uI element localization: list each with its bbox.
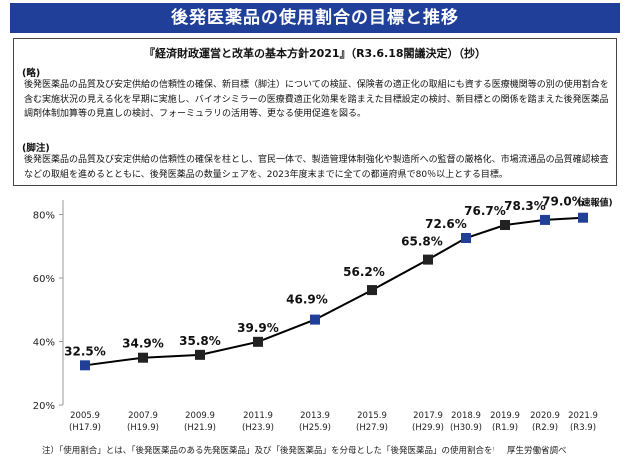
excerpt-omission-tag: (略) — [22, 68, 41, 79]
y-tick-label: 20% — [33, 401, 55, 412]
series-line-segment — [371, 258, 429, 291]
x-tick-label: 2019.9 — [490, 411, 520, 421]
data-label: 72.6% — [425, 217, 467, 231]
series-line-segment — [314, 289, 373, 321]
y-tick-label: 60% — [33, 274, 55, 285]
data-point-marker — [138, 352, 148, 363]
series-line-segment — [544, 216, 584, 221]
x-tick-label: 2007.9 — [128, 411, 158, 421]
excerpt-paragraph-1: 後発医薬品の品質及び安定供給の信頼性の確保、新目標（脚注）についての検証、保険者… — [24, 80, 609, 119]
data-point-marker — [540, 214, 550, 225]
x-tick-label: 2009.9 — [185, 411, 215, 421]
x-tick-label: 2021.9 — [568, 411, 598, 421]
data-point-marker — [310, 314, 320, 325]
data-point-marker — [195, 349, 205, 360]
data-point-marker — [367, 285, 377, 296]
data-point-marker — [500, 220, 510, 230]
x-tick-sublabel: (H19.9) — [127, 423, 159, 433]
data-point-marker — [423, 254, 433, 265]
x-tick-sublabel: (H30.9) — [450, 423, 482, 433]
data-label: 34.9% — [122, 337, 164, 351]
data-label: 56.2% — [343, 265, 385, 279]
x-tick-sublabel: (H25.9) — [299, 423, 331, 433]
x-tick-label: 2018.9 — [451, 411, 481, 421]
x-tick-sublabel: (H21.9) — [184, 423, 216, 433]
y-tick-label: 80% — [33, 211, 55, 222]
data-point-marker — [80, 360, 90, 371]
data-label: 35.8% — [179, 334, 221, 348]
x-tick-label: 2013.9 — [300, 411, 330, 421]
x-tick-sublabel: (H29.9) — [412, 423, 444, 433]
data-point-marker — [461, 233, 471, 244]
x-tick-label: 2011.9 — [243, 411, 273, 421]
x-tick-sublabel: (H27.9) — [356, 423, 388, 433]
x-tick-sublabel: (H23.9) — [242, 423, 274, 433]
series-line-segment — [84, 356, 144, 367]
data-label: 65.8% — [401, 235, 443, 249]
data-point-marker — [253, 336, 263, 347]
data-label: 76.7% — [464, 204, 506, 218]
series-line-segment — [465, 224, 506, 239]
series-line-segment — [427, 237, 467, 261]
data-label: 79.0% — [542, 195, 584, 209]
series-line-segment — [257, 318, 316, 343]
series-line-segment — [142, 353, 201, 359]
x-tick-label: 2005.9 — [70, 411, 100, 421]
preliminary-value-note: (速報値) — [577, 197, 612, 209]
data-label: 32.5% — [64, 344, 106, 358]
x-tick-sublabel: (R2.9) — [532, 423, 558, 433]
x-tick-label: 2015.9 — [357, 411, 387, 421]
x-tick-label: 2017.9 — [413, 411, 443, 421]
source-credit: 厚生労働省調べ — [507, 446, 567, 456]
data-label: 46.9% — [286, 293, 328, 307]
data-label: 78.3% — [504, 199, 546, 213]
x-tick-sublabel: (R3.9) — [570, 423, 596, 433]
footnote: 注）「使用割合」とは、「後発医薬品のある先発医薬品」及び「後発医薬品」を分母とし… — [42, 446, 494, 456]
series-line-segment — [504, 218, 546, 226]
series-line-segment — [199, 340, 259, 356]
page-title: 後発医薬品の使用割合の目標と推移 — [10, 3, 620, 33]
data-label: 39.9% — [237, 321, 279, 335]
policy-excerpt-box: 『経済財政運営と改革の基本方針2021』（R3.6.18閣議決定）（抄） (略)… — [13, 38, 617, 186]
excerpt-footnote-tag: (脚注) — [22, 143, 50, 154]
x-tick-sublabel: (R1.9) — [492, 423, 518, 433]
x-tick-sublabel: (H17.9) — [69, 423, 101, 433]
y-tick-label: 40% — [33, 338, 55, 349]
excerpt-paragraph-2: 後発医薬品の品質及び安定供給の信頼性の確保を柱とし、官民一体で、製造管理体制強化… — [24, 155, 609, 180]
x-tick-label: 2020.9 — [530, 411, 560, 421]
excerpt-title: 『経済財政運営と改革の基本方針2021』（R3.6.18閣議決定）（抄） — [143, 47, 487, 60]
data-point-marker — [578, 212, 588, 223]
